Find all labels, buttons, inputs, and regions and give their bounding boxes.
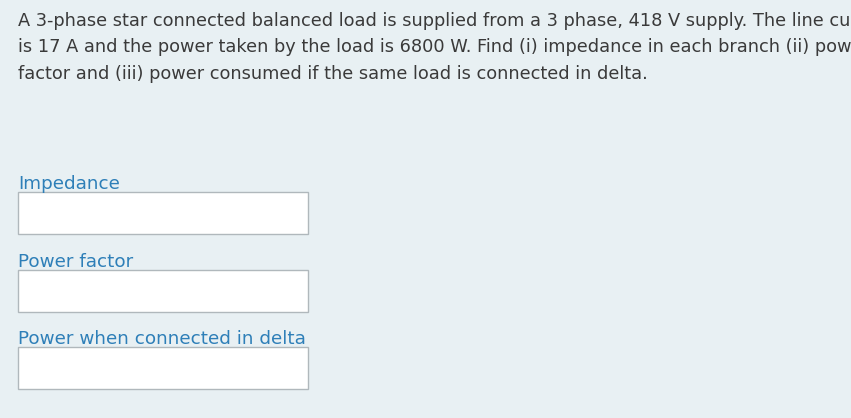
- Text: Power factor: Power factor: [18, 253, 134, 271]
- Text: A 3-phase star connected balanced load is supplied from a 3 phase, 418 V supply.: A 3-phase star connected balanced load i…: [18, 12, 851, 83]
- Text: Power when connected in delta: Power when connected in delta: [18, 330, 306, 348]
- Bar: [18, 347, 308, 389]
- Text: Impedance: Impedance: [18, 175, 120, 193]
- Bar: [18, 192, 308, 234]
- Bar: [18, 270, 308, 312]
